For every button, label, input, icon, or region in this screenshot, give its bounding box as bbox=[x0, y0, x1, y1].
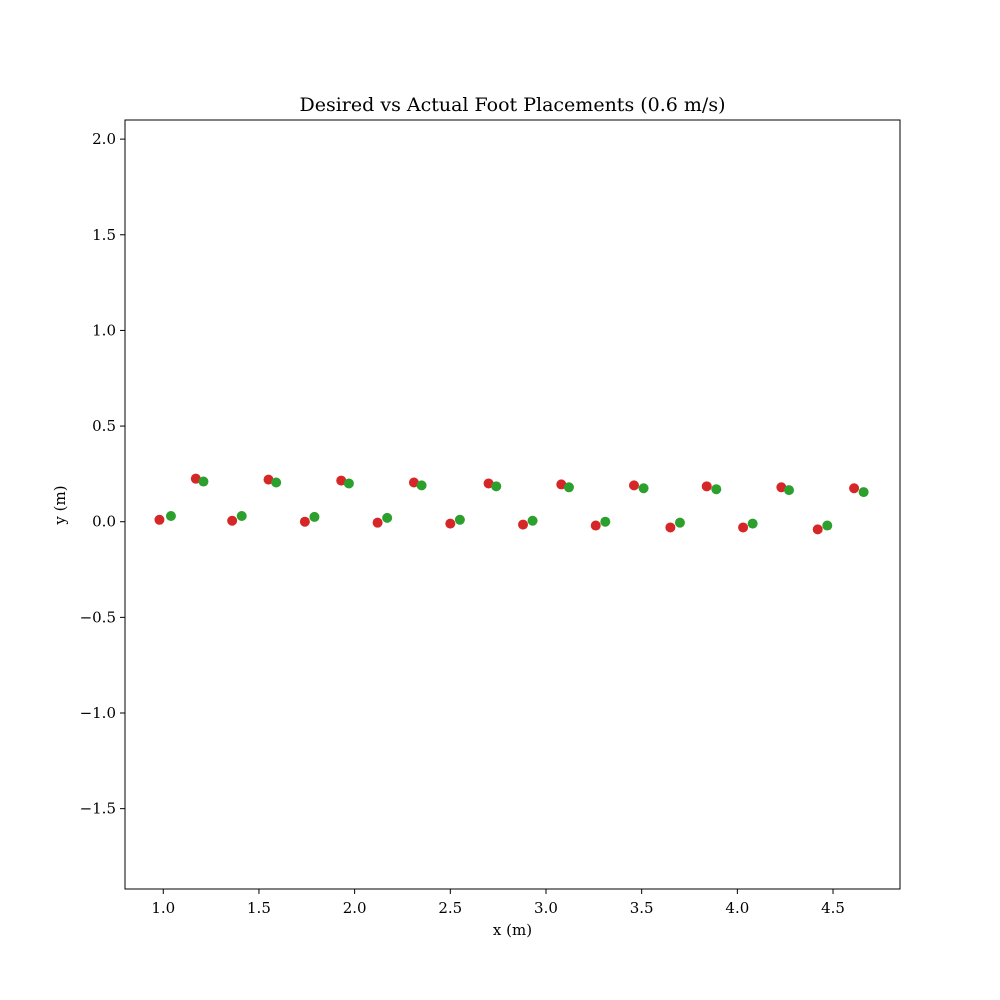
series-2-point bbox=[416, 480, 427, 491]
x-tick-label: 2.5 bbox=[438, 899, 462, 917]
chart-title: Desired vs Actual Foot Placements (0.6 m… bbox=[300, 94, 726, 116]
series-1-point bbox=[812, 524, 823, 535]
series-2-point bbox=[747, 518, 758, 529]
series-1-point bbox=[738, 522, 749, 533]
plot-frame bbox=[124, 119, 901, 890]
series-1-point bbox=[227, 515, 238, 526]
y-tick-label: 1.5 bbox=[92, 226, 116, 244]
series-2-point bbox=[198, 476, 209, 487]
y-tick-label: 0.5 bbox=[92, 417, 116, 435]
x-tick-label: 1.5 bbox=[247, 899, 271, 917]
series-2-point bbox=[784, 485, 795, 496]
series-2-point bbox=[271, 477, 282, 488]
series-1-point bbox=[263, 474, 274, 485]
series-2-point bbox=[600, 516, 611, 527]
y-tick-label: 1.0 bbox=[92, 321, 116, 339]
y-axis-label: y (m) bbox=[51, 485, 69, 525]
series-2-point bbox=[674, 517, 685, 528]
series-2-point bbox=[711, 484, 722, 495]
y-axis-ticks: −1.5 −1.0 −0.5 0.0 0.5 1.0 1.5 2.0 bbox=[80, 130, 125, 818]
series-1-point bbox=[445, 518, 456, 529]
x-tick-label: 1.0 bbox=[151, 899, 175, 917]
series-2-point bbox=[165, 510, 176, 521]
series-1-point bbox=[408, 477, 419, 488]
y-tick-label: 2.0 bbox=[92, 130, 116, 148]
series-1-point bbox=[665, 522, 676, 533]
series-1-point bbox=[336, 475, 347, 486]
series-1-point bbox=[483, 478, 494, 489]
y-tick-label: −0.5 bbox=[80, 608, 116, 626]
series-2-point bbox=[454, 514, 465, 525]
series-2-point bbox=[638, 483, 649, 494]
series-1-point bbox=[190, 473, 201, 484]
series-2-point bbox=[382, 512, 393, 523]
series-2-point bbox=[563, 482, 574, 493]
series-1-point bbox=[518, 519, 529, 530]
y-tick-label: −1.5 bbox=[80, 800, 116, 818]
series-1-point bbox=[590, 520, 601, 531]
y-tick-label: −1.0 bbox=[80, 704, 116, 722]
series-2-point bbox=[527, 515, 538, 526]
x-tick-label: 4.0 bbox=[725, 899, 749, 917]
x-tick-label: 3.0 bbox=[534, 899, 558, 917]
series-1-point bbox=[701, 481, 712, 492]
series-2-point bbox=[822, 520, 833, 531]
x-tick-label: 2.0 bbox=[343, 899, 367, 917]
series-1-point bbox=[154, 514, 165, 525]
series-1-point bbox=[776, 482, 787, 493]
series-1-point bbox=[849, 483, 860, 494]
series-2-point bbox=[309, 511, 320, 522]
x-tick-label: 3.5 bbox=[630, 899, 654, 917]
series-2-point bbox=[343, 478, 354, 489]
x-axis-label: x (m) bbox=[493, 921, 532, 939]
series-1-point bbox=[299, 516, 310, 527]
y-tick-label: 0.0 bbox=[92, 513, 116, 531]
x-axis-ticks: 1.0 1.5 2.0 2.5 3.0 3.5 4.0 4.5 bbox=[151, 889, 845, 917]
series-2-point bbox=[236, 510, 247, 521]
series-1-point bbox=[372, 517, 383, 528]
x-tick-label: 4.5 bbox=[821, 899, 845, 917]
series-1-point bbox=[629, 480, 640, 491]
series-2-point bbox=[491, 481, 502, 492]
series-1-point bbox=[556, 479, 567, 490]
points-layer bbox=[154, 473, 869, 535]
series-2-point bbox=[858, 487, 869, 498]
